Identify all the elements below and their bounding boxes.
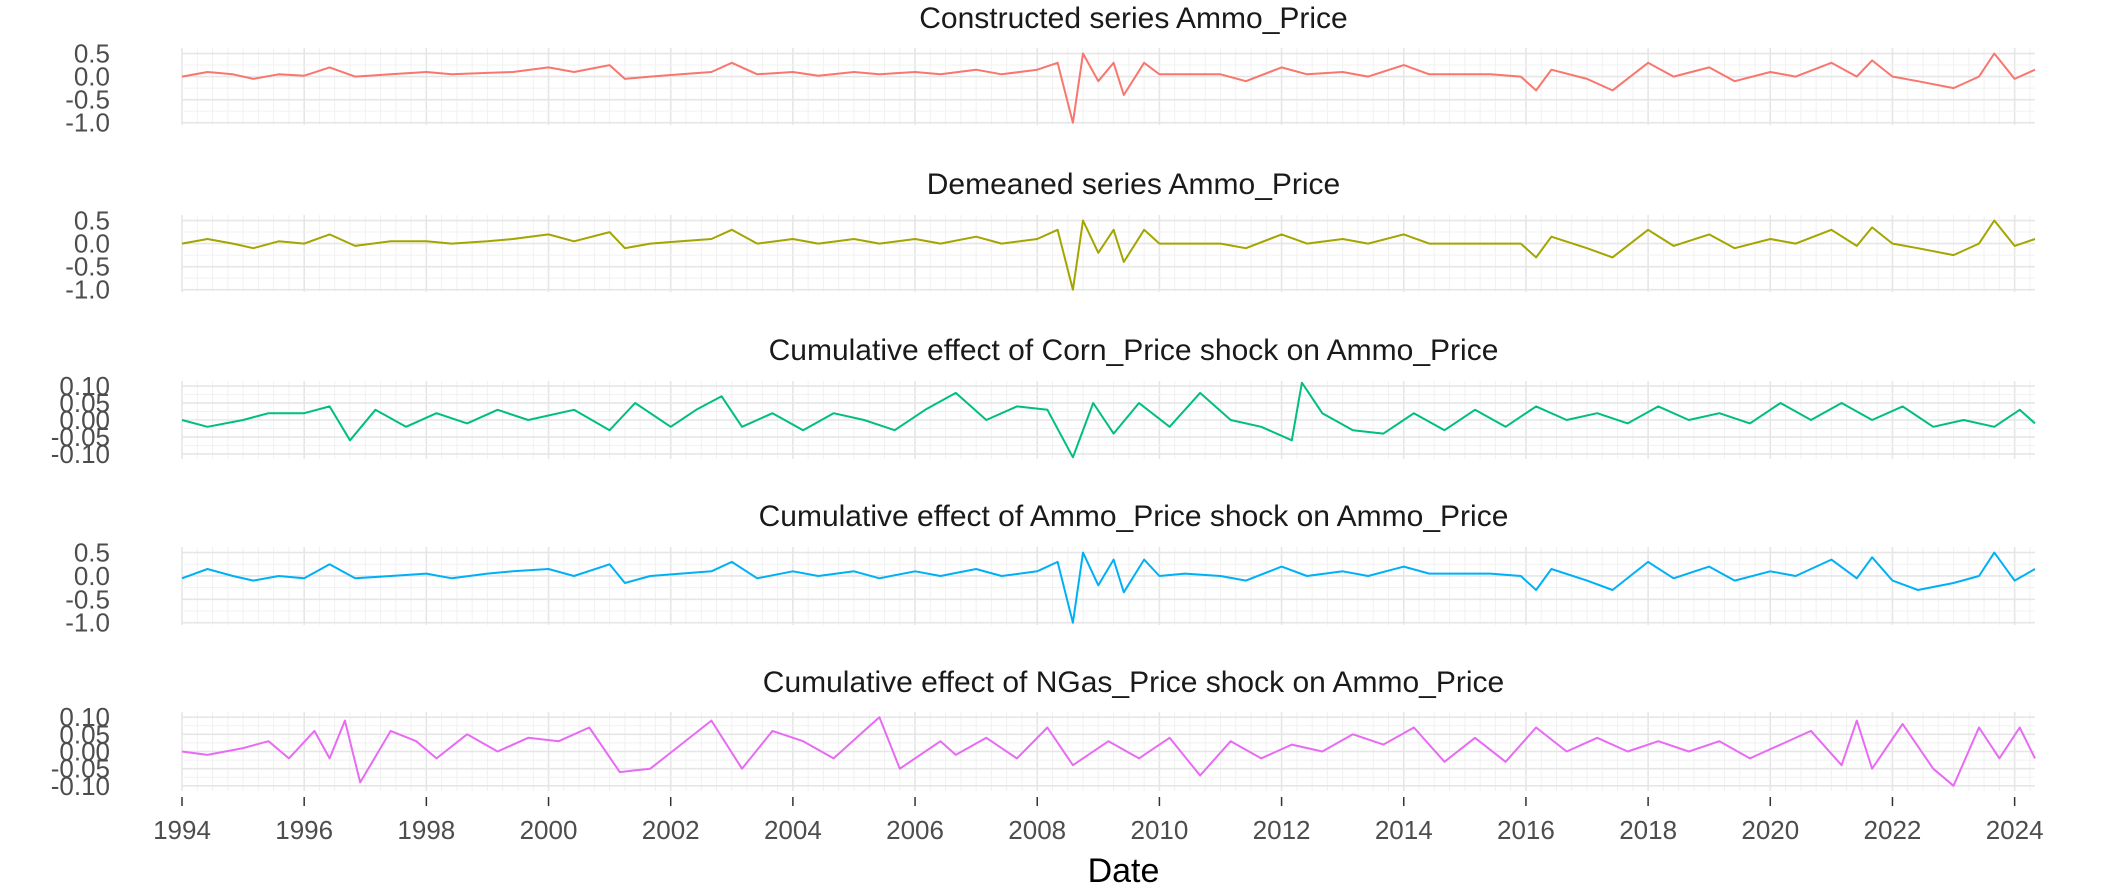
x-tick-label: 2018 <box>1619 815 1677 845</box>
facet-title: Cumulative effect of NGas_Price shock on… <box>763 666 1504 699</box>
x-tick-label: 2000 <box>520 815 578 845</box>
x-tick-label: 2022 <box>1864 815 1922 845</box>
y-tick-label: 0.5 <box>74 206 110 236</box>
y-tick-label: 0.05 <box>59 388 110 418</box>
series-line <box>181 381 2036 459</box>
panel-grid <box>181 215 2035 292</box>
y-tick-label: -1.0 <box>65 608 110 638</box>
y-tick-label: 0.0 <box>74 561 110 591</box>
x-tick-label: 1994 <box>153 815 211 845</box>
y-tick-label: -1.0 <box>65 275 110 305</box>
facet-title: Demeaned series Ammo_Price <box>927 168 1341 201</box>
x-tick-label: 2020 <box>1741 815 1799 845</box>
y-tick-label: 0.05 <box>59 719 110 749</box>
y-tick-label: 0.0 <box>74 62 110 92</box>
series-line <box>181 219 2036 291</box>
x-tick-label: 2024 <box>1986 815 2044 845</box>
facet-panel-1: Constructed series Ammo_Price 0.50.0-0.5-… <box>65 2 2036 138</box>
panel-grid <box>181 712 2035 791</box>
y-tick-label: 0.10 <box>59 371 110 401</box>
panel-grid <box>181 48 2035 125</box>
x-tick-label: 1998 <box>397 815 455 845</box>
panel-grid <box>181 547 2035 625</box>
x-tick-label: 2008 <box>1008 815 1066 845</box>
facet-panel-3: Cumulative effect of Corn_Price shock on… <box>51 334 2036 469</box>
y-tick-label: 0.00 <box>59 405 110 435</box>
series-line <box>181 716 2036 787</box>
y-tick-label: -0.5 <box>65 85 110 115</box>
y-tick-label: -0.5 <box>65 252 110 282</box>
series-line <box>181 52 2036 124</box>
facet-panel-5: Cumulative effect of NGas_Price shock on… <box>51 666 2036 801</box>
series-line <box>181 551 2036 624</box>
facet-title: Cumulative effect of Ammo_Price shock on… <box>759 500 1509 533</box>
x-tick-label: 2012 <box>1253 815 1311 845</box>
x-tick-label: 2004 <box>764 815 822 845</box>
x-tick-label: 2006 <box>886 815 944 845</box>
y-tick-label: 0.10 <box>59 702 110 732</box>
facet-panel-2: Demeaned series Ammo_Price 0.50.0-0.5-1.0 <box>65 168 2036 305</box>
y-tick-label: -0.05 <box>51 754 110 784</box>
x-axis-label: Date <box>1088 852 1160 888</box>
y-tick-label: 0.5 <box>74 39 110 69</box>
x-tick-label: 1996 <box>275 815 333 845</box>
facet-title: Cumulative effect of Corn_Price shock on… <box>769 334 1499 367</box>
facet-title: Constructed series Ammo_Price <box>919 2 1348 35</box>
x-tick-label: 2002 <box>642 815 700 845</box>
x-tick-label: 2010 <box>1130 815 1188 845</box>
x-tick-label: 2016 <box>1497 815 1555 845</box>
y-tick-label: 0.0 <box>74 229 110 259</box>
y-tick-label: 0.00 <box>59 737 110 767</box>
y-tick-label: -1.0 <box>65 108 110 138</box>
facet-panel-4: Cumulative effect of Ammo_Price shock on… <box>65 500 2036 638</box>
y-tick-label: -0.05 <box>51 422 110 452</box>
y-tick-label: -0.10 <box>51 439 110 469</box>
x-tick-label: 2014 <box>1375 815 1433 845</box>
y-tick-label: -0.10 <box>51 771 110 801</box>
y-tick-label: 0.5 <box>74 538 110 568</box>
y-tick-label: -0.5 <box>65 584 110 614</box>
